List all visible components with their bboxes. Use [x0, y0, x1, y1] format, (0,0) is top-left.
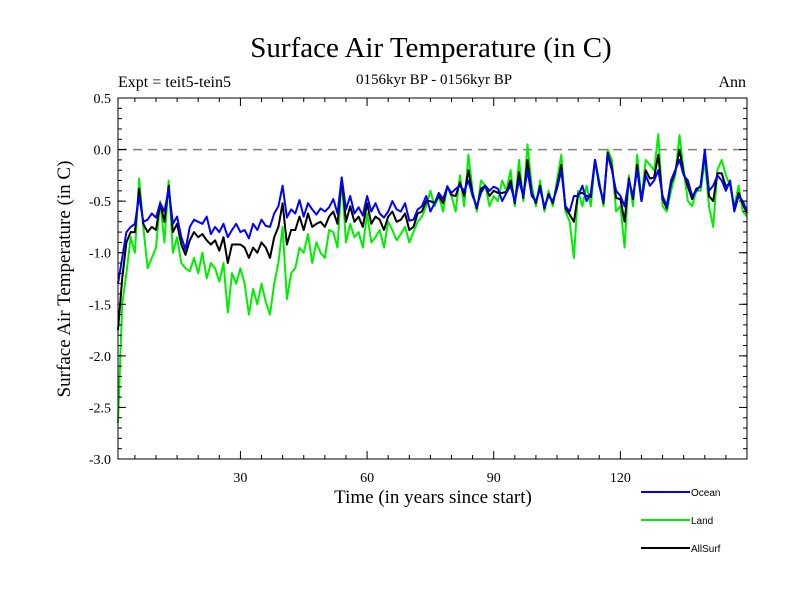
y-axis-label: Surface Air Temperature (in C) [54, 161, 75, 398]
x-axis-label: Time (in years since start) [334, 487, 532, 508]
series-lines [117, 133, 748, 423]
legend-label-allsurf: AllSurf [691, 544, 721, 555]
y-tick-label: -3.0 [89, 453, 111, 468]
legend-label-ocean: Ocean [691, 488, 720, 499]
period-label: Ann [718, 74, 746, 91]
y-tick-label: -2.0 [89, 350, 111, 365]
series-line-allsurf [117, 148, 748, 331]
expt-label: Expt = teit5-tein5 [118, 74, 231, 91]
chart-subtitle: 0156kyr BP - 0156kyr BP [356, 72, 512, 88]
y-tick-label: -1.0 [89, 247, 111, 262]
x-tick-label: 60 [360, 471, 374, 486]
x-tick-label: 30 [233, 471, 247, 486]
x-tick-label: 90 [487, 471, 501, 486]
y-axis-ticks: 0.5 0.0 -0.5 -1.0 -1.5 -2.0 -2.5 -3.0 [89, 92, 747, 468]
y-tick-label: -0.5 [89, 195, 111, 210]
y-tick-label: -2.5 [89, 401, 111, 416]
series-line-ocean [117, 148, 748, 284]
chart-title: Surface Air Temperature (in C) [250, 32, 611, 64]
plot-frame [117, 97, 748, 460]
y-tick-label: -1.5 [89, 298, 111, 313]
y-tick-label: 0.5 [94, 92, 112, 107]
x-tick-label: 120 [610, 471, 631, 486]
legend-label-land: Land [691, 516, 713, 527]
legend: Ocean Land AllSurf [641, 488, 721, 555]
x-axis-ticks: 30 60 90 120 [134, 98, 727, 486]
y-tick-label: 0.0 [94, 144, 112, 159]
